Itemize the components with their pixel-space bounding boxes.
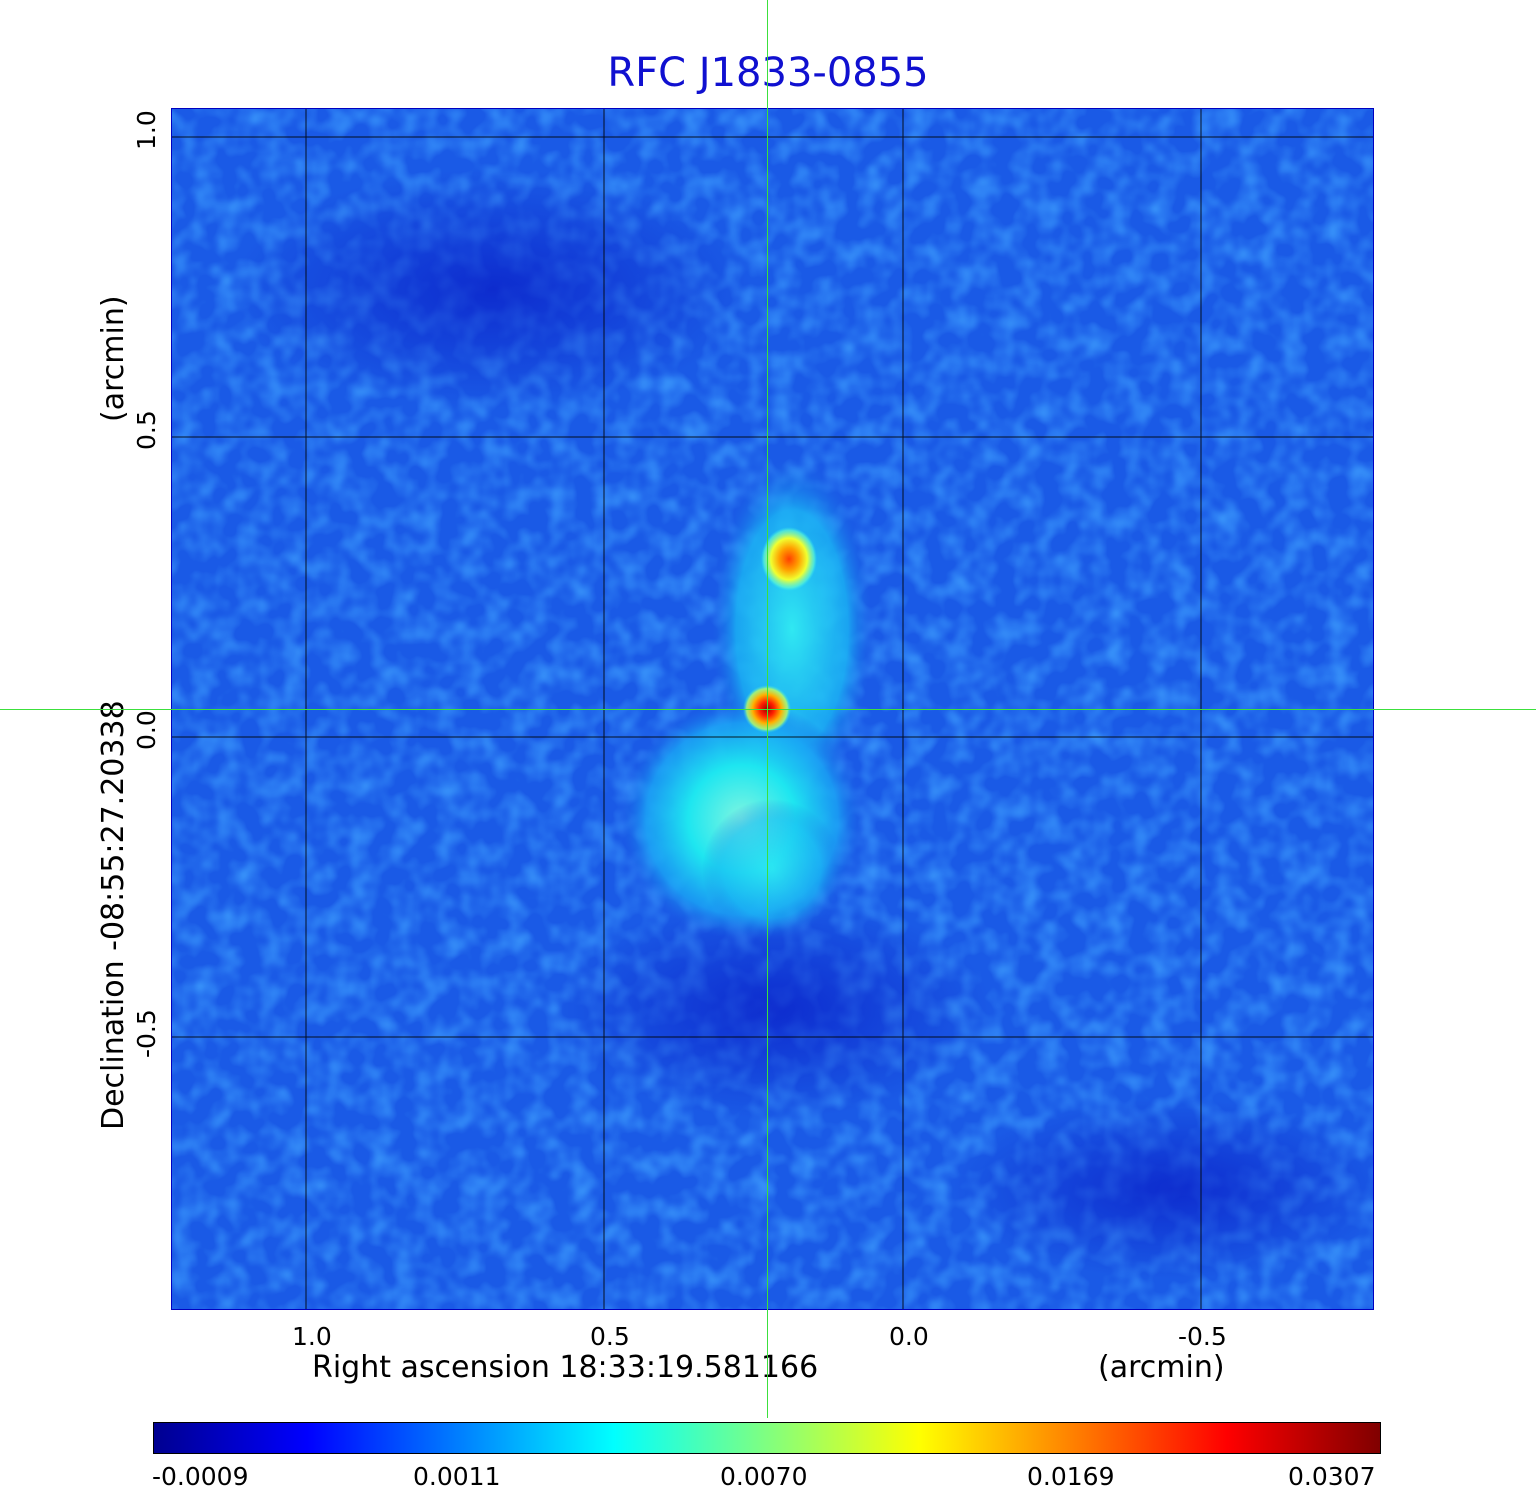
- x-axis-label: Right ascension 18:33:19.581166: [312, 1350, 819, 1385]
- colorbar-tick-label: -0.0009: [152, 1462, 249, 1491]
- x-tick-label: 1.0: [292, 1322, 332, 1351]
- colorbar: [153, 1422, 1381, 1454]
- x-tick-label: 0.0: [889, 1322, 929, 1351]
- x-tick-label: 0.5: [590, 1322, 630, 1351]
- colorbar-tick-label: 0.0011: [413, 1462, 501, 1491]
- colorbar-tick-label: 0.0169: [1027, 1462, 1115, 1491]
- radio-intensity-map: [172, 109, 1373, 1309]
- y-axis-label: Declination -08:55:27.20338: [96, 700, 131, 1130]
- map-title: RFC J1833-0855: [607, 50, 929, 96]
- colorbar-tick-label: 0.0070: [720, 1462, 808, 1491]
- y-axis-unit-label: (arcmin): [96, 295, 131, 422]
- x-axis-unit-label: (arcmin): [1098, 1350, 1225, 1385]
- radio-image-panel[interactable]: [171, 108, 1374, 1310]
- y-tick-label: 0.5: [132, 410, 161, 450]
- y-tick-label: 1.0: [132, 110, 161, 150]
- crosshair-horizontal-line[interactable]: [0, 709, 1536, 710]
- x-tick-label: -0.5: [1178, 1322, 1227, 1351]
- y-tick-label: 0.0: [132, 710, 161, 750]
- y-tick-label: -0.5: [132, 1009, 161, 1058]
- colorbar-tick-label: 0.0307: [1288, 1462, 1376, 1491]
